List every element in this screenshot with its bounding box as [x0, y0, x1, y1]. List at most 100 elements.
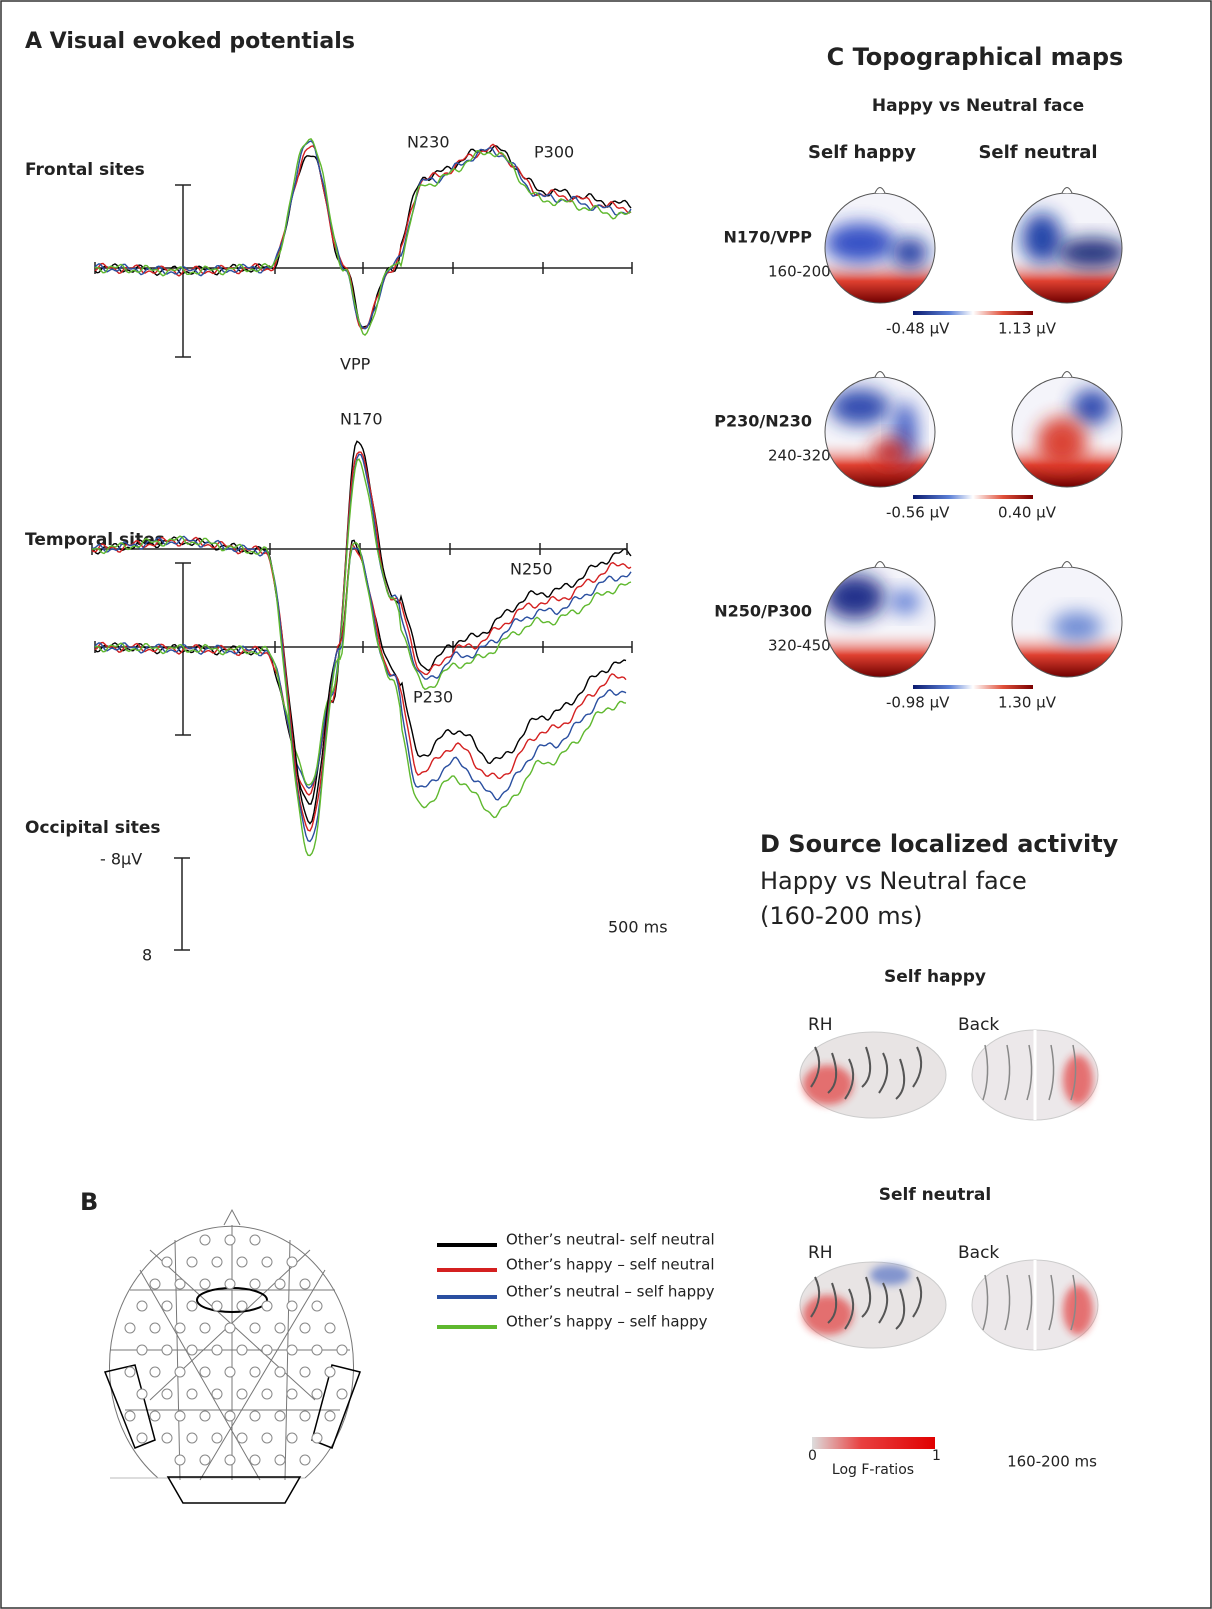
electrode — [311, 1432, 323, 1444]
electrode — [136, 1300, 148, 1312]
colorbar — [913, 685, 1033, 689]
electrode — [199, 1454, 211, 1466]
electrode — [299, 1454, 311, 1466]
electrode — [161, 1344, 173, 1356]
electrode — [211, 1300, 223, 1312]
sulcus — [827, 1052, 838, 1094]
subtitle: Happy vs Neutral face — [760, 867, 1027, 895]
topo-map — [1012, 567, 1122, 677]
electrode-map — [103, 1208, 361, 1504]
colorbar-label: Log F-ratios — [832, 1462, 914, 1478]
electrode — [261, 1344, 273, 1356]
electrode — [249, 1278, 261, 1290]
electrode — [311, 1388, 323, 1400]
electrode — [161, 1432, 173, 1444]
electrode — [311, 1344, 323, 1356]
brains: Self happy RH Back Self neutral RH Back — [799, 967, 1099, 1351]
annotation: N250 — [510, 560, 553, 579]
panel-label: B — [80, 1188, 98, 1216]
blob — [1072, 389, 1112, 425]
electrode — [161, 1300, 173, 1312]
colorbar-max: 1.30 µV — [998, 694, 1057, 712]
electrode — [324, 1410, 336, 1422]
electrode — [261, 1300, 273, 1312]
sulcus — [1048, 1044, 1055, 1101]
waveform — [91, 536, 627, 825]
electrode — [199, 1278, 211, 1290]
electrode — [186, 1344, 198, 1356]
electrode — [149, 1322, 161, 1334]
sulcus — [827, 1282, 838, 1324]
sulcus — [982, 1044, 989, 1101]
time-window: (160-200 ms) — [760, 902, 923, 930]
electrode — [224, 1410, 236, 1422]
electrode — [249, 1366, 261, 1378]
sulcus — [844, 1058, 855, 1100]
colorbar-min: -0.48 µV — [886, 320, 950, 338]
electrode — [211, 1432, 223, 1444]
electrode — [324, 1366, 336, 1378]
topo-map — [1012, 377, 1122, 487]
component: N250/P300 — [714, 602, 812, 621]
scale-label: 500 ms — [608, 918, 668, 937]
electrode — [336, 1344, 348, 1356]
waveforms — [91, 137, 633, 951]
nose — [1061, 187, 1073, 194]
electrode — [224, 1454, 236, 1466]
electrode — [161, 1256, 173, 1268]
nose — [1061, 561, 1073, 568]
colorbar — [812, 1437, 935, 1449]
electrode — [249, 1410, 261, 1422]
electrode — [136, 1388, 148, 1400]
waveform — [91, 535, 627, 857]
blob — [892, 238, 928, 268]
electrode — [174, 1366, 186, 1378]
sulcus — [1070, 1044, 1077, 1101]
time-label: 160-200 ms — [1007, 1453, 1097, 1471]
electrode — [224, 1234, 236, 1246]
sulcus — [810, 1046, 821, 1088]
sulcus — [895, 1288, 906, 1330]
waveform — [91, 535, 627, 843]
electrodes — [124, 1234, 348, 1466]
plot-label: Occipital sites — [25, 818, 161, 838]
topo-map — [825, 567, 935, 677]
electrode — [174, 1322, 186, 1334]
electrode — [249, 1454, 261, 1466]
sulcus — [1026, 1044, 1033, 1101]
electrode — [274, 1278, 286, 1290]
electrode — [124, 1322, 136, 1334]
electrode — [311, 1300, 323, 1312]
sulcus — [1048, 1274, 1055, 1331]
nose — [874, 371, 886, 378]
view-label: RH — [808, 1015, 833, 1035]
electrode — [224, 1278, 236, 1290]
legend: Other’s neutral- self neutral Other’s hap… — [437, 1231, 715, 1331]
legend-label: Other’s neutral- self neutral — [506, 1231, 715, 1249]
sulcus — [878, 1052, 889, 1094]
electrode — [286, 1300, 298, 1312]
activation — [803, 1295, 853, 1335]
activation — [870, 1265, 910, 1285]
electrode — [149, 1278, 161, 1290]
electrode — [199, 1234, 211, 1246]
electrode — [274, 1322, 286, 1334]
column-label: Self happy — [808, 142, 916, 163]
view-label: RH — [808, 1243, 833, 1263]
electrode — [236, 1432, 248, 1444]
component: P230/N230 — [714, 412, 812, 431]
waveform — [94, 140, 632, 330]
blob — [890, 590, 920, 614]
blob — [1057, 238, 1122, 268]
electrode — [286, 1432, 298, 1444]
electrode — [274, 1366, 286, 1378]
sulcus — [861, 1276, 872, 1318]
electrode — [299, 1366, 311, 1378]
sulcus — [1004, 1044, 1011, 1101]
electrode — [236, 1300, 248, 1312]
blob — [825, 575, 885, 619]
row-label: Self neutral — [879, 1185, 991, 1205]
electrode — [199, 1366, 211, 1378]
